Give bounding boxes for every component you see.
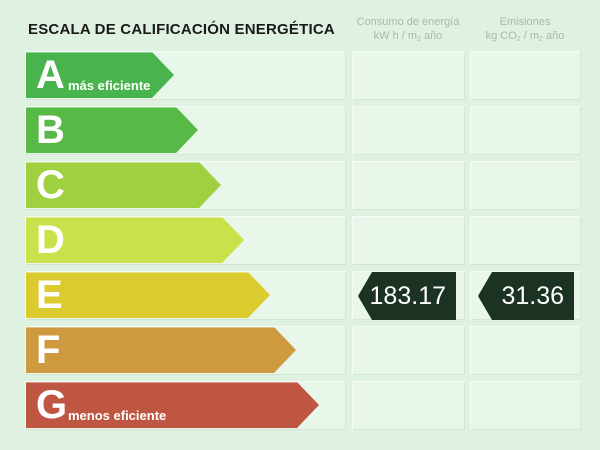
consumo-column-header: Consumo de energía kW h / m2 año: [352, 15, 464, 47]
grid-cell-c2-b: [470, 106, 581, 155]
consumo-header-line1: Consumo de energía: [356, 16, 460, 28]
grid-cell-c1-g: [352, 381, 465, 430]
emisiones-value-badge: 31.36: [478, 272, 574, 320]
emisiones-header-line1: Emisiones: [499, 16, 551, 28]
emisiones-column-header: Emisiones kg CO2 / m2 año: [470, 15, 580, 47]
rating-bar-e: E: [26, 272, 270, 318]
grid-cell-c1-f: [352, 326, 465, 375]
rating-letter: F: [36, 328, 61, 372]
rating-letter: E: [36, 273, 63, 317]
rating-bar-f: F: [26, 327, 296, 373]
rating-bar-b: B: [26, 107, 198, 153]
grid-cell-c2-c: [470, 161, 581, 210]
rating-caption: menos eficiente: [68, 408, 167, 423]
page-title: ESCALA DE CALIFICACIÓN ENERGÉTICA: [28, 21, 335, 38]
rating-bar-d: D: [26, 217, 244, 263]
consumo-value-badge: 183.17: [358, 272, 456, 320]
grid-cell-c2-d: [470, 216, 581, 265]
grid-cell-c2-f: [470, 326, 581, 375]
rating-caption: más eficiente: [68, 78, 151, 93]
rating-letter: C: [36, 163, 65, 207]
rating-letter: D: [36, 218, 65, 262]
grid-cell-c2-g: [470, 381, 581, 430]
rating-letter: B: [36, 108, 65, 152]
grid-cell-c1-a: [352, 51, 465, 100]
rating-bar-c: C: [26, 162, 221, 208]
grid-cell-c2-a: [470, 51, 581, 100]
rating-letter: G: [36, 383, 68, 427]
grid-cell-c1-c: [352, 161, 465, 210]
consumo-header-line2: kW h / m2 año: [373, 30, 443, 43]
grid-cell-c1-b: [352, 106, 465, 155]
emisiones-header-line2: kg CO2 / m2 año: [485, 30, 565, 43]
grid-cell-c1-d: [352, 216, 465, 265]
rating-letter: A: [36, 53, 65, 97]
